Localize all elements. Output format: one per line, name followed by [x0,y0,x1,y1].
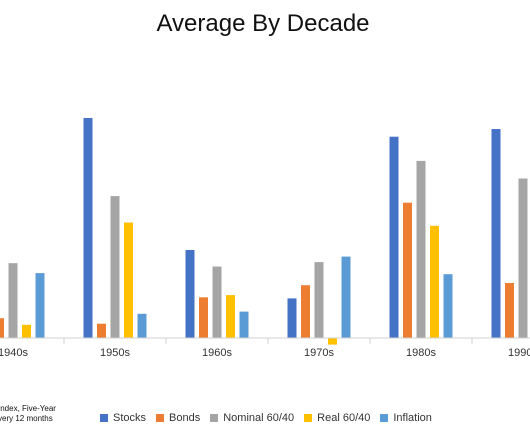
legend-swatch [210,414,219,422]
bar-real-60-40-1960s [226,295,235,338]
x-tick-label-1960s: 1960s [202,347,232,359]
legend-item-stocks: Stocks [100,412,146,424]
x-tick-label-1970s: 1970s [304,347,334,359]
x-tick-label-1940s: 1940s [0,347,28,359]
x-tick-label-1950s: 1950s [100,347,130,359]
bar-inflation-1950s [137,313,147,338]
chart-title: Average By Decade [156,10,370,37]
bar-stocks-1980s [389,136,399,338]
bar-stocks-1970s [287,298,297,338]
bar-inflation-1980s [443,274,453,338]
legend-label: Real 60/40 [317,412,371,424]
legend-swatch [304,414,313,422]
legend-label: Nominal 60/40 [223,412,295,424]
legend-label: Inflation [393,412,432,424]
bar-nominal-60-40-1990s [518,178,528,338]
bar-nominal-60-40-1950s [110,196,120,338]
bar-real-60-40-1940s [22,324,31,338]
bar-stocks-1990s [491,129,501,338]
footnote: Index, Five-Year very 12 months [0,404,56,424]
legend-label: Bonds [169,412,201,424]
bar-nominal-60-40-1970s [314,262,324,338]
bar-real-60-40-1980s [430,225,439,338]
bar-bonds-1940s [0,318,4,338]
bar-bonds-1980s [403,202,412,338]
bar-inflation-1970s [341,256,351,338]
bar-nominal-60-40-1940s [8,263,18,338]
legend-label: Stocks [113,412,147,424]
bar-real-60-40-1970s [328,338,337,345]
bar-bonds-1950s [97,323,106,338]
bar-bonds-1960s [199,297,208,338]
bar-real-60-40-1950s [124,222,133,338]
bar-inflation-1940s [35,273,45,338]
x-axis-labels: 1940s1950s1960s1970s1980s1990s20 [0,347,530,359]
x-axis-ticks [63,338,473,344]
bar-bonds-1990s [505,283,514,338]
bar-stocks-1960s [185,250,195,338]
bar-nominal-60-40-1960s [212,266,222,338]
footnote-line-1: Index, Five-Year [0,404,56,413]
legend: Stocks Bonds Nominal 60/40 Real 60/40 Inflat… [100,412,442,424]
x-tick-label-1980s: 1980s [406,347,436,359]
legend-swatch [380,414,389,422]
x-tick-label-1990s: 1990s [508,347,530,359]
legend-item-inflation: Inflation [380,412,432,424]
bar-bonds-1970s [301,285,310,338]
footnote-line-2: very 12 months [0,414,53,423]
bars-group [0,118,528,345]
legend-item-nominal-60-40: Nominal 60/40 [210,412,294,424]
bar-nominal-60-40-1980s [416,160,426,338]
legend-swatch [100,414,108,422]
legend-item-real-60-40: Real 60/40 [304,412,370,424]
bar-inflation-1960s [239,311,249,338]
legend-item-bonds: Bonds [156,412,200,424]
bar-stocks-1950s [83,118,93,338]
legend-swatch [156,414,165,422]
